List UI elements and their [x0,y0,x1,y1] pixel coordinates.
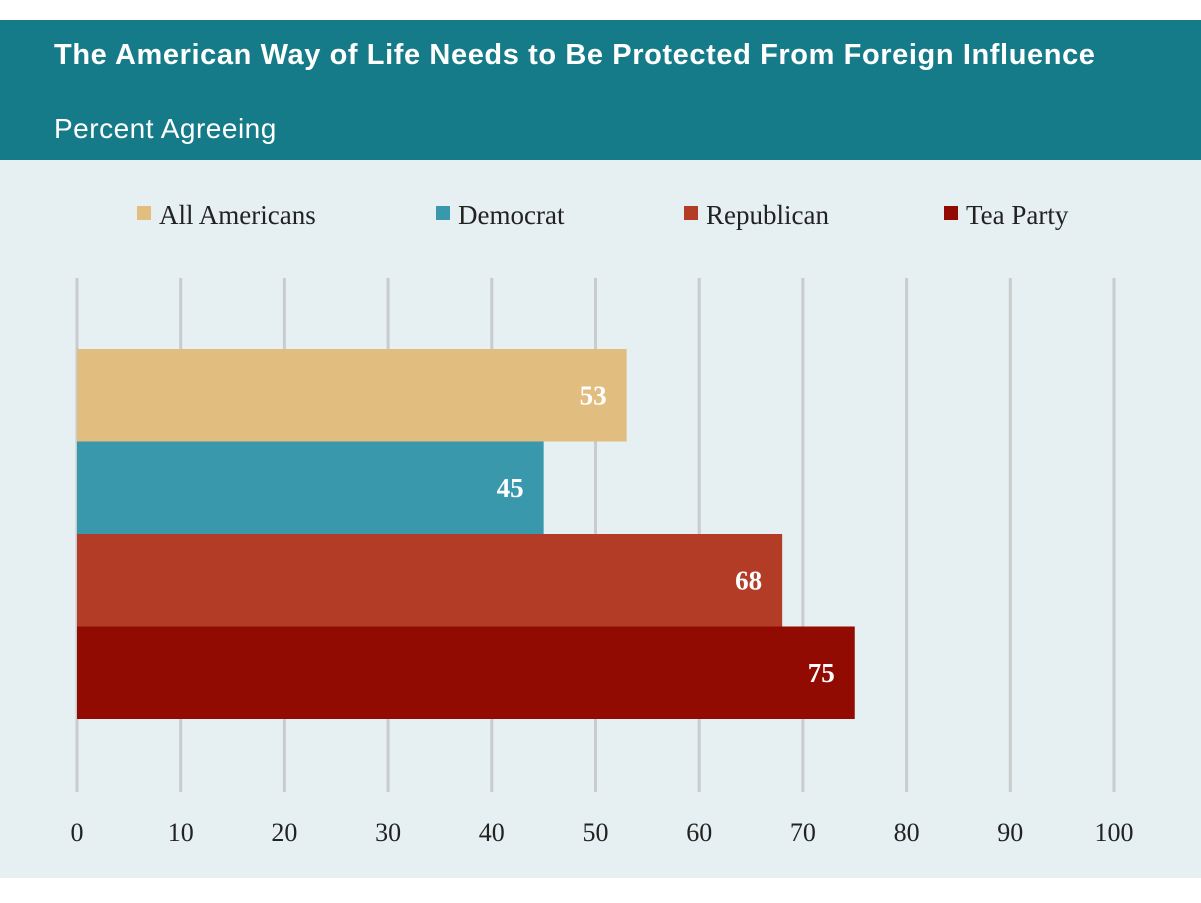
chart-header [0,20,1201,160]
x-tick-label: 90 [997,818,1023,847]
legend-swatch [684,206,698,220]
bar-value-label: 53 [580,380,607,410]
legend-swatch [137,206,151,220]
x-tick-label: 70 [790,818,816,847]
chart-subtitle: Percent Agreeing [54,113,277,144]
bar-value-label: 75 [808,658,835,688]
legend-label: All Americans [159,199,316,230]
bar [77,349,627,442]
legend-item-republican: Republican [684,199,829,231]
x-tick-label: 10 [168,818,194,847]
x-tick-label: 0 [71,818,84,847]
legend-label: Tea Party [966,199,1069,230]
legend-item-democrat: Democrat [436,199,564,231]
x-tick-label: 80 [894,818,920,847]
legend-swatch [944,206,958,220]
legend-label: Democrat [458,199,565,230]
bar [77,626,855,719]
bar-value-label: 68 [735,565,762,595]
legend-item-all-americans: All Americans [137,199,316,231]
legend-item-tea-party: Tea Party [944,199,1068,231]
chart-title: The American Way of Life Needs to Be Pro… [54,39,1096,71]
bar [77,441,544,534]
bar [77,534,783,627]
legend-label: Republican [706,199,829,230]
legend-swatch [436,206,450,220]
x-tick-label: 20 [271,818,297,847]
x-tick-label: 40 [479,818,505,847]
bars: 53 45 68 75 [77,349,855,719]
x-tick-label: 60 [686,818,712,847]
x-tick-label: 30 [375,818,401,847]
x-tick-label: 50 [583,818,609,847]
x-tick-label: 100 [1095,818,1134,847]
bar-value-label: 45 [497,473,524,503]
x-axis-ticks: 0 10 20 30 40 50 60 70 80 90 100 [71,818,1134,847]
